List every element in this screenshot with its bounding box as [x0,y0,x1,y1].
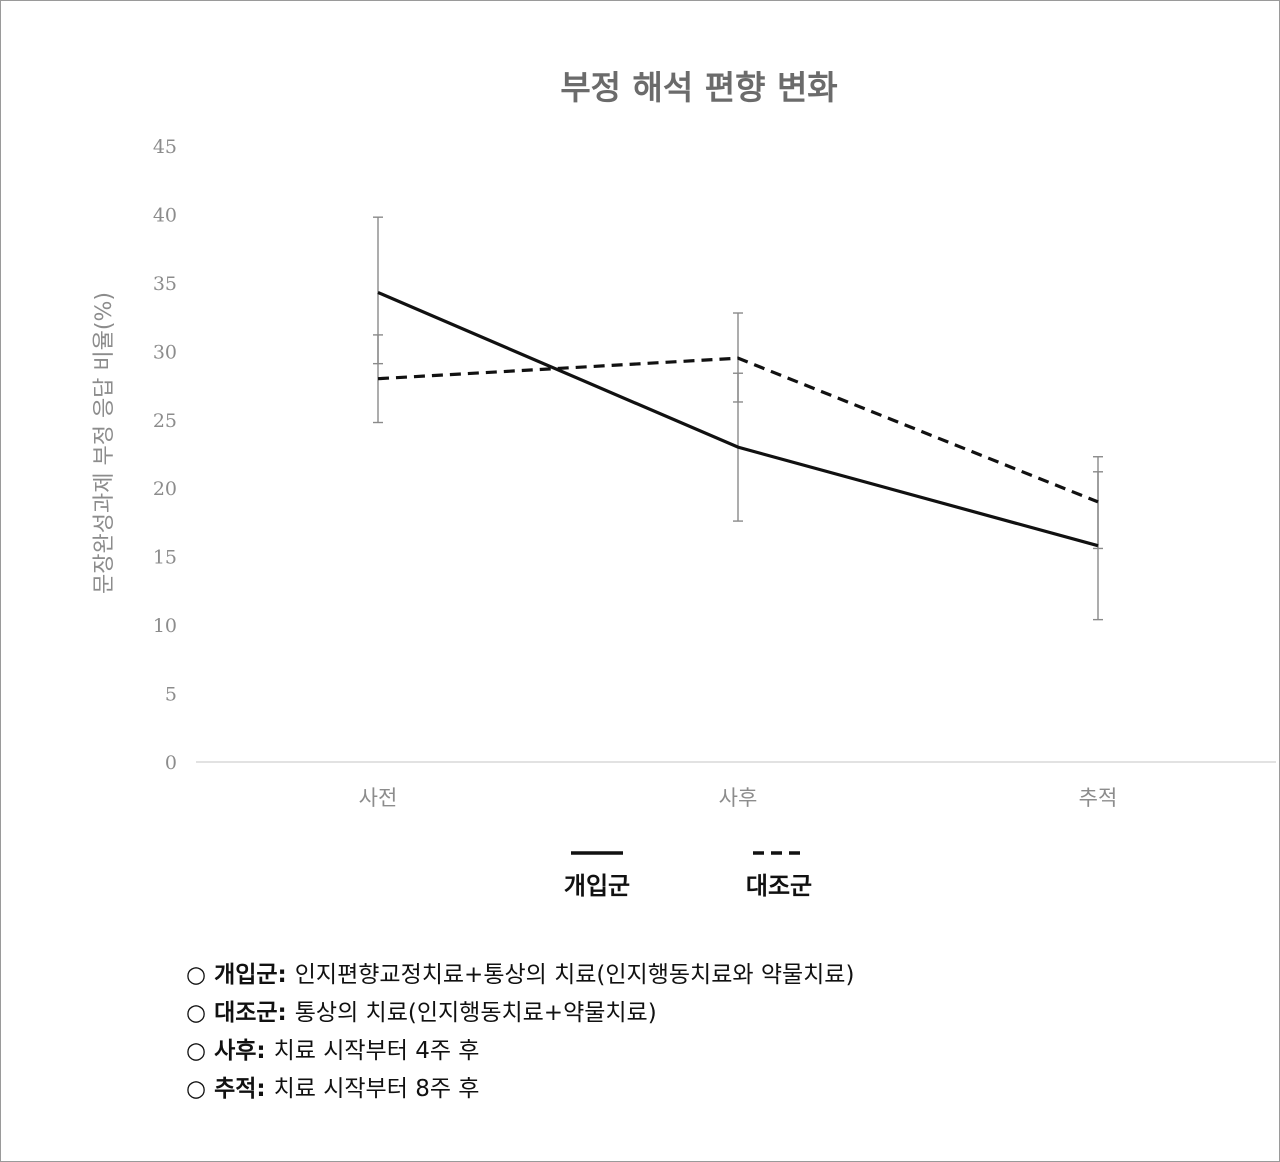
y-tick-label: 40 [153,204,177,226]
y-tick-label: 35 [153,273,177,295]
x-tick-label: 사후 [719,786,758,810]
error-bars [373,216,1103,621]
y-tick-label: 0 [165,752,177,774]
legend: 개입군 대조군 [564,851,812,900]
note-term: 개입군: [214,962,287,988]
y-tick-label: 45 [153,136,177,158]
note-description: 치료 시작부터 4주 후 [273,1038,480,1064]
note-description: 치료 시작부터 8주 후 [273,1076,480,1102]
circle-bullet: ○ [186,962,207,988]
circle-bullet: ○ [186,1076,207,1102]
note-description: 통상의 치료(인지행동치료+약물치료) [294,1000,657,1026]
series-line [377,291,1099,548]
y-tick-label: 20 [153,478,177,500]
legend-label: 개입군 [564,872,630,900]
note-term: 대조군: [214,1000,287,1026]
x-axis-ticks: 사전 사후 추적 [359,786,1118,810]
y-tick-label: 25 [153,410,177,432]
note-description: 인지편향교정치료+통상의 치료(인지행동치료와 약물치료) [294,962,855,988]
line-chart: 부정 해석 편향 변화 문장완성과제 부정 응답 비율(%) 0 5 10 15 20 2… [92,68,1276,900]
series-lines [377,291,1099,548]
y-axis-label: 문장완성과제 부정 응답 비율(%) [92,292,117,594]
y-tick-label: 15 [153,547,177,569]
note-post: ○ 사후: 치료 시작부터 4주 후 [186,1032,854,1070]
y-tick-label: 30 [153,341,177,363]
x-tick-label: 사전 [359,786,398,810]
circle-bullet: ○ [186,1000,207,1026]
series-line [377,356,1099,504]
chart-title: 부정 해석 편향 변화 [560,68,837,107]
note-followup: ○ 추적: 치료 시작부터 8주 후 [186,1070,854,1108]
note-term: 추적: [214,1076,266,1102]
y-axis-ticks: 0 5 10 15 20 25 30 35 40 45 [153,136,177,774]
y-tick-label: 5 [165,684,177,706]
x-tick-label: 추적 [1079,786,1118,810]
y-tick-label: 10 [153,615,177,637]
circle-bullet: ○ [186,1038,207,1064]
note-intervention: ○ 개입군: 인지편향교정치료+통상의 치료(인지행동치료와 약물치료) [186,956,854,994]
note-term: 사후: [214,1038,266,1064]
legend-label: 대조군 [746,872,812,900]
notes: ○ 개입군: 인지편향교정치료+통상의 치료(인지행동치료와 약물치료) ○ 대조군:… [186,956,854,1108]
note-control: ○ 대조군: 통상의 치료(인지행동치료+약물치료) [186,994,854,1032]
